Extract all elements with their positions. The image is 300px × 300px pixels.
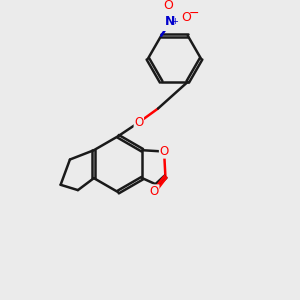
Text: N: N [165, 15, 176, 28]
Text: O: O [134, 116, 143, 129]
Text: O: O [181, 11, 191, 24]
Text: +: + [172, 17, 178, 26]
Text: O: O [163, 0, 173, 13]
Text: O: O [160, 145, 169, 158]
Text: −: − [189, 7, 199, 20]
Text: O: O [150, 185, 159, 198]
